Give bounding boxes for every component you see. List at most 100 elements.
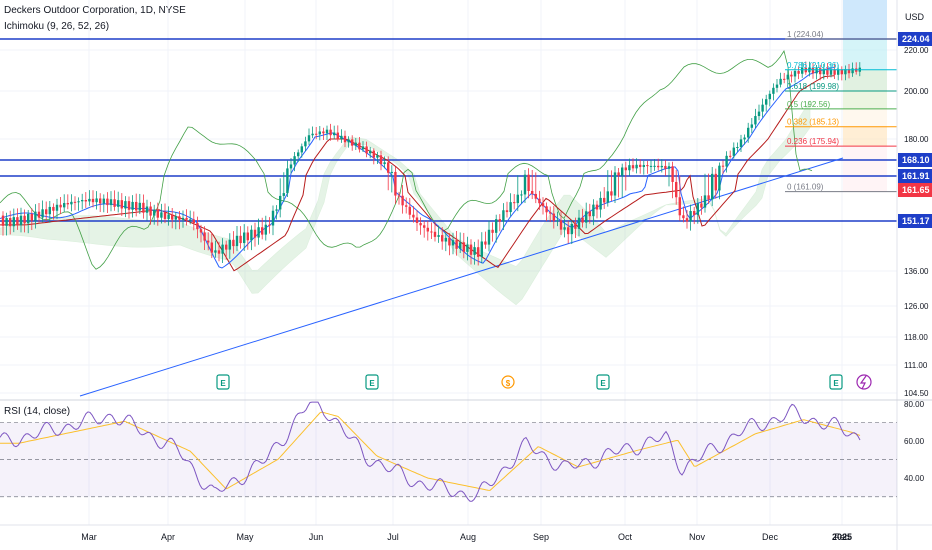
candle-body: [437, 235, 440, 237]
rsi-label[interactable]: RSI (14, close): [4, 406, 71, 417]
candle-body: [635, 164, 638, 169]
candle-body: [383, 162, 386, 165]
candle-body: [696, 203, 699, 215]
time-axis-tick: Apr: [161, 532, 175, 542]
candle-body: [549, 212, 552, 214]
candle-body: [408, 206, 411, 215]
rsi-line: [0, 401, 861, 502]
candle-body: [520, 194, 523, 196]
svg-text:E: E: [369, 379, 375, 388]
rsi-axis-tick: 80.00: [904, 400, 925, 409]
candle-body: [365, 146, 368, 154]
candle-body: [433, 231, 437, 237]
candle-body: [786, 74, 789, 80]
candle-body: [588, 211, 591, 217]
candle-body: [210, 242, 213, 253]
candle-body: [253, 229, 257, 238]
candle-body: [131, 201, 134, 210]
candle-body: [660, 165, 663, 168]
fib-level-label: 1 (224.04): [787, 30, 824, 39]
candle-body: [592, 204, 595, 217]
price-label-box: [898, 169, 932, 183]
candle-body: [826, 68, 829, 75]
candle-body: [631, 165, 635, 169]
candle-body: [84, 200, 87, 202]
candle-body: [185, 217, 188, 220]
earnings-marker-icon: E: [596, 374, 610, 390]
candle-body: [286, 168, 289, 194]
lagging-span: [0, 50, 813, 270]
candle-body: [750, 124, 753, 128]
price-axis-tick: 200.00: [904, 87, 929, 96]
candle-body: [513, 202, 516, 204]
candle-body: [142, 202, 145, 213]
earnings-marker-icon: E: [365, 374, 379, 390]
candle-body: [603, 197, 606, 203]
candle-body: [819, 68, 822, 75]
candle-body: [9, 218, 12, 227]
candle-body: [160, 212, 163, 218]
candle-body: [405, 205, 408, 207]
time-axis-tick: Jun: [309, 532, 324, 542]
candle-body: [81, 200, 84, 202]
candle-body: [707, 195, 710, 200]
candle-body: [322, 131, 325, 134]
candle-body: [484, 241, 487, 245]
candle-body: [343, 135, 347, 143]
candle-body: [117, 200, 120, 207]
price-axis-tick: 104.50: [904, 389, 929, 398]
candle-body: [261, 227, 264, 235]
candle-body: [610, 191, 613, 196]
candle-body: [556, 220, 559, 222]
candle-body: [325, 129, 329, 134]
fib-zone: [843, 108, 887, 127]
candle-body: [757, 111, 761, 117]
candle-body: [700, 203, 703, 208]
price-label-box: [898, 32, 932, 46]
candle-body: [127, 201, 131, 210]
price-label-box: [898, 183, 932, 197]
candle-body: [271, 210, 275, 226]
kijun-line: [0, 75, 835, 272]
candle-body: [91, 198, 95, 203]
price-label-box: [898, 214, 932, 228]
candle-body: [178, 216, 181, 220]
candle-body: [718, 165, 721, 191]
candle-body: [693, 211, 696, 215]
candle-body: [279, 195, 282, 210]
candle-body: [192, 219, 195, 224]
candle-body: [797, 71, 800, 74]
candle-body: [646, 165, 649, 167]
svg-text:E: E: [833, 379, 839, 388]
rsi-axis-tick: 40.00: [904, 474, 925, 483]
candle-body: [77, 201, 80, 203]
candle-body: [426, 227, 429, 232]
earnings-marker-icon: E: [829, 374, 843, 390]
candle-body: [833, 69, 836, 75]
candle-body: [667, 166, 671, 169]
candle-body: [495, 219, 498, 233]
candle-body: [379, 155, 383, 165]
candle-body: [30, 213, 33, 221]
candle-body: [534, 193, 537, 199]
candle-body: [5, 218, 8, 226]
price-label: 161.91: [902, 171, 930, 181]
candle-body: [466, 244, 469, 252]
candle-body: [779, 78, 782, 85]
price-axis-tick: 111.00: [904, 361, 928, 370]
candles: [1, 61, 861, 266]
candle-body: [599, 197, 602, 210]
candle-body: [624, 167, 627, 171]
svg-text:E: E: [600, 379, 606, 388]
candle-body: [714, 173, 717, 191]
candle-body: [711, 173, 714, 200]
candle-body: [653, 165, 656, 167]
candle-body: [351, 139, 354, 146]
candle-body: [120, 200, 123, 209]
candle-body: [1, 215, 5, 226]
candle-body: [250, 229, 253, 241]
candle-body: [307, 135, 311, 142]
indicator-label[interactable]: Ichimoku (9, 26, 52, 26): [4, 21, 110, 32]
candle-body: [153, 209, 156, 216]
